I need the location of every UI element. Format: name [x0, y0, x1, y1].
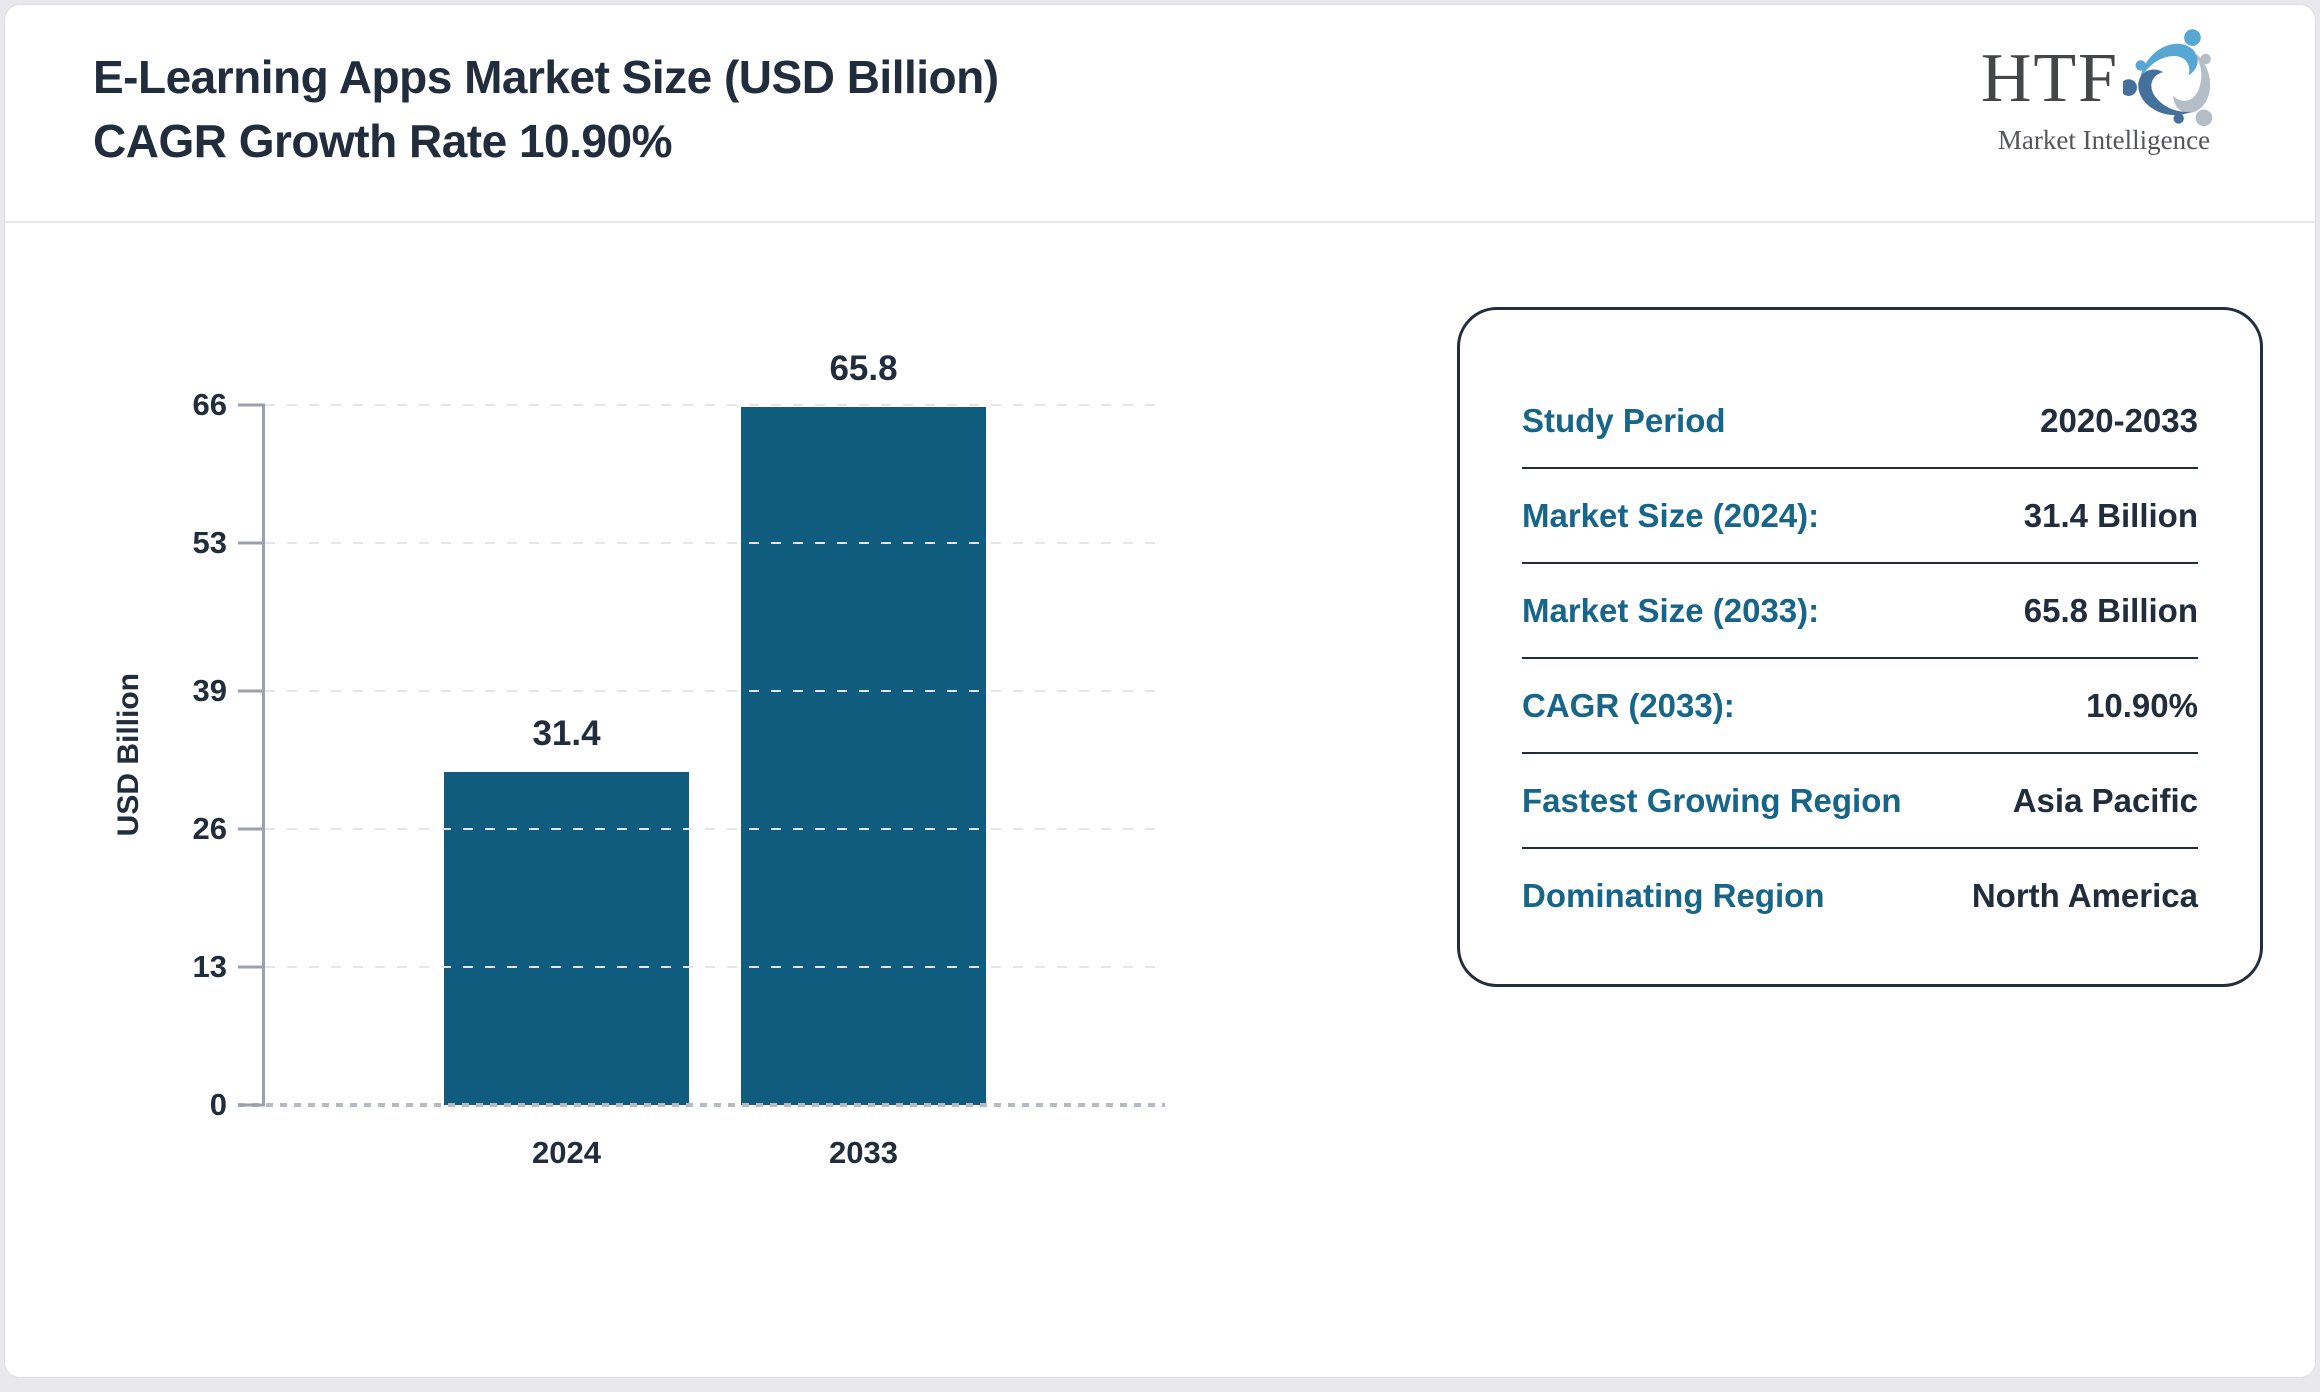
- y-tick-mark: [238, 689, 265, 693]
- y-tick-label: 13: [192, 949, 227, 985]
- y-axis-line: [262, 405, 265, 1105]
- y-tick-mark: [238, 541, 265, 545]
- gridline: [265, 404, 1165, 406]
- htf-logo-tagline: Market Intelligence: [1997, 125, 2211, 155]
- panel-row-study-period: Study Period 2020-2033: [1522, 374, 2198, 469]
- x-axis-baseline: [238, 1103, 1165, 1107]
- bar-group: 31.4 2024: [444, 405, 689, 1170]
- htf-swirl-icon: [2123, 29, 2213, 127]
- page-title-line2: CAGR Growth Rate 10.90%: [93, 115, 672, 167]
- panel-row-value: 31.4 Billion: [2023, 496, 2198, 534]
- bar: [444, 771, 689, 1105]
- page-title: E-Learning Apps Market Size (USD Billion…: [93, 45, 999, 173]
- htf-logo-text: HTF: [1980, 40, 2120, 117]
- y-tick-label: 26: [192, 811, 227, 847]
- x-tick-label: 2033: [829, 1135, 898, 1170]
- htf-logo-row: HTF: [1981, 29, 2227, 133]
- y-tick-label: 66: [192, 387, 227, 422]
- header: E-Learning Apps Market Size (USD Billion…: [5, 5, 2315, 221]
- bars: 31.4 2024 65.8 2033: [265, 349, 1165, 1170]
- panel-row-dominating-region: Dominating Region North America: [1522, 849, 2198, 942]
- bar: [741, 407, 986, 1105]
- x-tick-label: 2024: [532, 1135, 601, 1170]
- panel-row-value: Asia Pacific: [2012, 781, 2198, 819]
- y-axis-title: USD Billion: [101, 405, 157, 1105]
- y-tick-mark: [238, 965, 265, 969]
- bar-value-label: 31.4: [532, 713, 601, 753]
- bar-group: 65.8 2033: [741, 349, 986, 1170]
- panel-row-market-size-2024: Market Size (2024): 31.4 Billion: [1522, 469, 2198, 564]
- gridline: [265, 828, 1165, 831]
- panel-row-label: Fastest Growing Region: [1522, 781, 1902, 819]
- y-axis-title-text: USD Billion: [112, 673, 145, 837]
- panel-row-value: North America: [1971, 876, 2198, 914]
- htf-logo: HTF: [1939, 29, 2269, 156]
- report-card: E-Learning Apps Market Size (USD Billion…: [4, 4, 2316, 1378]
- y-tick-label: 53: [192, 524, 227, 560]
- panel-row-value: 2020-2033: [2040, 401, 2198, 439]
- panel-row-value: 10.90%: [2086, 686, 2198, 724]
- panel-row-cagr: CAGR (2033): 10.90%: [1522, 659, 2198, 754]
- header-divider: [5, 221, 2315, 223]
- y-tick-label: 0: [209, 1087, 227, 1122]
- y-tick-label: 39: [192, 673, 227, 709]
- page-title-line1: E-Learning Apps Market Size (USD Billion…: [93, 51, 999, 103]
- plot-area: 31.4 2024 65.8 2033 0 13 26 39 53 66: [193, 349, 1165, 1170]
- y-tick-mark: [238, 1103, 265, 1107]
- panel-row-label: Market Size (2033):: [1522, 591, 1820, 629]
- bar-value-label: 65.8: [829, 349, 898, 389]
- y-tick-mark: [238, 827, 265, 831]
- panel-row-label: Market Size (2024):: [1522, 496, 1820, 534]
- panel-row-market-size-2033: Market Size (2033): 65.8 Billion: [1522, 564, 2198, 659]
- panel-row-label: CAGR (2033):: [1522, 686, 1735, 724]
- panel-row-fastest-growing-region: Fastest Growing Region Asia Pacific: [1522, 754, 2198, 849]
- panel-row-label: Dominating Region: [1522, 876, 1825, 914]
- panel-row-label: Study Period: [1522, 401, 1726, 439]
- summary-panel: Study Period 2020-2033 Market Size (2024…: [1457, 307, 2263, 987]
- gridline: [265, 690, 1165, 693]
- panel-row-value: 65.8 Billion: [2023, 591, 2198, 629]
- gridline: [265, 541, 1165, 544]
- gridline: [265, 966, 1165, 969]
- y-tick-mark: [238, 403, 265, 407]
